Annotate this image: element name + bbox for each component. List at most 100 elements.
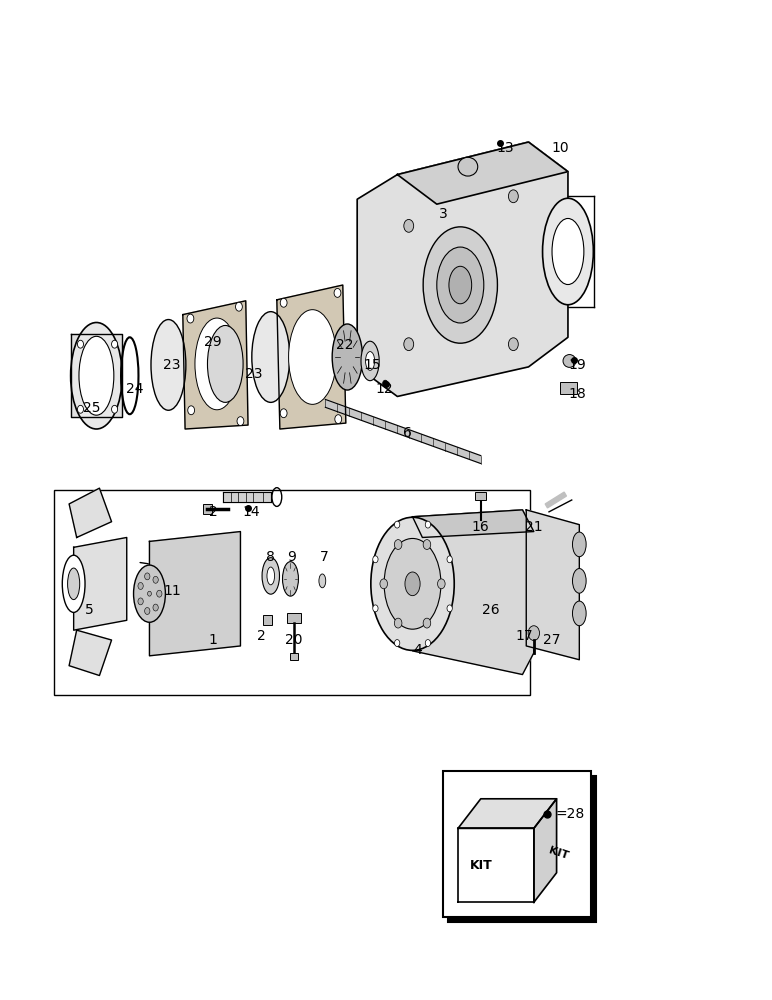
- Ellipse shape: [425, 521, 431, 528]
- Ellipse shape: [187, 314, 194, 323]
- Text: 18: 18: [568, 386, 586, 400]
- Polygon shape: [277, 285, 346, 429]
- Ellipse shape: [112, 405, 117, 413]
- Ellipse shape: [153, 576, 158, 583]
- Ellipse shape: [371, 517, 454, 650]
- Text: 20: 20: [285, 633, 303, 647]
- Text: 19: 19: [568, 358, 586, 372]
- Text: 2: 2: [208, 505, 218, 519]
- Ellipse shape: [423, 540, 431, 549]
- Text: 16: 16: [472, 520, 489, 534]
- Ellipse shape: [237, 417, 244, 426]
- Polygon shape: [325, 399, 481, 464]
- Text: 24: 24: [126, 382, 143, 396]
- Text: 11: 11: [164, 584, 181, 598]
- Ellipse shape: [188, 406, 195, 415]
- Ellipse shape: [425, 640, 431, 646]
- Ellipse shape: [332, 324, 363, 390]
- Polygon shape: [533, 799, 557, 902]
- Polygon shape: [69, 630, 112, 676]
- Text: 22: 22: [336, 338, 353, 352]
- Ellipse shape: [319, 574, 326, 588]
- Text: 1: 1: [208, 633, 218, 647]
- Ellipse shape: [404, 219, 414, 232]
- Ellipse shape: [447, 605, 452, 612]
- Ellipse shape: [280, 298, 287, 307]
- Ellipse shape: [528, 626, 540, 641]
- Ellipse shape: [262, 558, 279, 594]
- Polygon shape: [73, 537, 127, 630]
- Text: 9: 9: [287, 550, 296, 564]
- Polygon shape: [223, 492, 271, 502]
- Polygon shape: [458, 828, 533, 902]
- Text: 10: 10: [551, 141, 569, 155]
- Ellipse shape: [394, 521, 400, 528]
- Bar: [476, 492, 486, 500]
- Ellipse shape: [157, 590, 162, 597]
- Text: 3: 3: [438, 207, 447, 221]
- Text: KIT: KIT: [469, 859, 492, 872]
- Ellipse shape: [543, 198, 594, 305]
- Text: 12: 12: [376, 382, 393, 396]
- Polygon shape: [412, 510, 533, 537]
- Text: 6: 6: [403, 426, 411, 440]
- Ellipse shape: [68, 568, 80, 600]
- Ellipse shape: [365, 352, 374, 370]
- Bar: [290, 653, 298, 660]
- Text: 2: 2: [256, 629, 266, 643]
- Ellipse shape: [394, 618, 402, 628]
- Polygon shape: [150, 532, 240, 656]
- Ellipse shape: [449, 266, 472, 304]
- Bar: [54, 490, 530, 695]
- Text: 14: 14: [242, 505, 260, 519]
- Ellipse shape: [423, 227, 497, 343]
- Text: 27: 27: [543, 633, 560, 647]
- Text: =28: =28: [556, 807, 585, 821]
- Ellipse shape: [63, 555, 85, 612]
- Bar: [449, 776, 596, 922]
- Polygon shape: [412, 510, 533, 675]
- Ellipse shape: [151, 320, 186, 410]
- Ellipse shape: [552, 218, 584, 285]
- Polygon shape: [458, 799, 557, 828]
- Text: 15: 15: [364, 358, 381, 372]
- Text: 5: 5: [84, 603, 93, 617]
- Polygon shape: [357, 142, 568, 396]
- Ellipse shape: [138, 583, 144, 589]
- Text: KIT: KIT: [547, 846, 570, 861]
- Ellipse shape: [438, 579, 445, 589]
- Ellipse shape: [235, 302, 242, 311]
- Ellipse shape: [447, 556, 452, 563]
- Ellipse shape: [283, 562, 299, 596]
- Ellipse shape: [509, 190, 518, 203]
- Ellipse shape: [563, 355, 576, 367]
- Bar: [443, 771, 591, 917]
- Polygon shape: [183, 301, 248, 429]
- Ellipse shape: [334, 288, 341, 297]
- Ellipse shape: [383, 380, 388, 387]
- Polygon shape: [71, 334, 122, 417]
- Ellipse shape: [335, 415, 342, 424]
- Ellipse shape: [138, 598, 144, 605]
- Ellipse shape: [384, 538, 441, 629]
- Ellipse shape: [208, 325, 243, 402]
- Ellipse shape: [437, 247, 484, 323]
- Ellipse shape: [458, 157, 478, 176]
- Text: 23: 23: [245, 367, 262, 381]
- Ellipse shape: [70, 322, 122, 429]
- Ellipse shape: [361, 341, 379, 381]
- Text: 4: 4: [414, 643, 422, 657]
- Ellipse shape: [373, 605, 378, 612]
- Text: 29: 29: [205, 335, 222, 349]
- Polygon shape: [69, 488, 112, 537]
- Ellipse shape: [77, 340, 83, 348]
- Text: 8: 8: [266, 550, 275, 564]
- Text: 21: 21: [525, 520, 543, 534]
- Ellipse shape: [195, 318, 239, 410]
- Ellipse shape: [394, 640, 400, 646]
- Text: 23: 23: [164, 358, 181, 372]
- Ellipse shape: [509, 338, 518, 351]
- Ellipse shape: [289, 310, 337, 404]
- Ellipse shape: [573, 532, 586, 557]
- Ellipse shape: [144, 608, 150, 614]
